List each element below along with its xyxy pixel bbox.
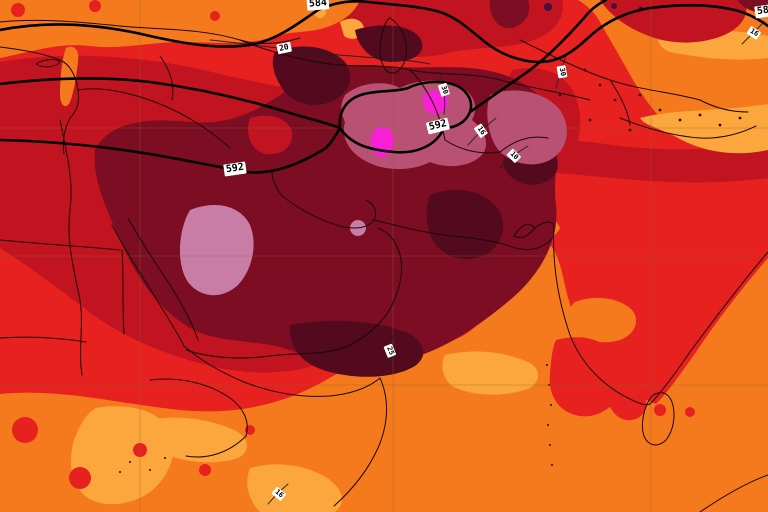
border-africa-1 xyxy=(0,239,121,251)
shading-dark-red-euphrates xyxy=(247,115,293,155)
border-cyprus xyxy=(35,59,61,68)
shading-red-blob xyxy=(12,417,38,443)
border-somalia-east xyxy=(333,377,388,507)
border-africa-3 xyxy=(0,336,87,343)
thin-contour-20 xyxy=(209,39,431,65)
shading-red-fleck xyxy=(11,3,25,17)
shading-red-blob xyxy=(199,464,211,476)
shading-dark-maroon-south-arabia xyxy=(289,320,424,377)
terrain-speck xyxy=(718,123,722,127)
shading-orange-top-strip xyxy=(0,0,360,58)
shading-red-blob xyxy=(69,467,91,489)
shading-pink-saudi xyxy=(179,205,254,296)
terrain-specks xyxy=(119,68,742,473)
shading-light-orange-band-2 xyxy=(640,104,768,154)
terrain-speck xyxy=(164,457,166,459)
shading-dark-maroon-anatolia-east xyxy=(272,46,351,105)
terrain-speck xyxy=(119,471,121,473)
shading-orange-jordan-valley xyxy=(60,46,79,107)
terrain-speck xyxy=(547,424,549,426)
shading-purple-speck xyxy=(611,3,617,9)
shading-maroon-top-blob xyxy=(489,0,530,29)
terrain-speck xyxy=(551,464,553,466)
height-contour-592-north xyxy=(0,77,342,130)
shading-dark-maroon-oman xyxy=(426,189,504,260)
border-ethiopia xyxy=(149,378,248,458)
height-contour-584 xyxy=(0,0,768,64)
terrain-speck xyxy=(558,93,562,97)
border-persian-gulf xyxy=(281,195,377,229)
border-somalia-north xyxy=(183,345,381,397)
border-caspian xyxy=(379,17,407,74)
terrain-speck xyxy=(548,384,550,386)
border-iraq-vertical xyxy=(159,55,174,101)
terrain-speck xyxy=(549,444,551,446)
shading-red-fleck xyxy=(210,11,220,21)
terrain-speck xyxy=(546,364,548,366)
terrain-speck xyxy=(613,98,617,102)
shading-red-blob xyxy=(685,407,695,417)
border-syria-iraq xyxy=(77,88,231,149)
border-bay-coast xyxy=(699,474,768,512)
shading-dark-maroon-top xyxy=(355,25,423,62)
terrain-speck xyxy=(678,118,682,122)
terrain-speck xyxy=(698,113,702,117)
shading-purple-speck xyxy=(544,3,552,11)
border-makran-coast xyxy=(373,219,553,251)
terrain-speck xyxy=(588,118,592,122)
terrain-speck xyxy=(738,116,742,120)
border-india-coast xyxy=(534,221,768,406)
border-sri-lanka xyxy=(641,392,675,446)
shading-yellow-somalia xyxy=(147,417,247,463)
border-kuwait xyxy=(271,171,283,197)
terrain-speck xyxy=(598,83,602,87)
terrain-speck xyxy=(149,469,151,471)
border-africa-2 xyxy=(121,249,125,335)
shading-red-south-india xyxy=(549,337,623,417)
height-contour-592-northeast xyxy=(468,0,608,114)
terrain-speck xyxy=(129,461,131,463)
terrain-speck xyxy=(628,128,632,132)
height-contour-592-loop xyxy=(338,80,473,154)
terrain-speck xyxy=(658,108,662,112)
border-tibet-east xyxy=(699,99,749,113)
border-kutch xyxy=(513,223,536,239)
shading-yellow-socotra xyxy=(442,351,539,395)
border-arabia-south-coast xyxy=(185,227,403,359)
border-nepal xyxy=(619,117,757,139)
shading-red-blob xyxy=(133,443,147,457)
terrain-speck xyxy=(638,93,642,97)
border-red-sea-west xyxy=(111,224,185,347)
terrain-speck xyxy=(550,404,552,406)
shading-orange-deccan-patch xyxy=(568,297,636,343)
border-nile xyxy=(59,119,83,376)
border-iran-east xyxy=(409,69,549,154)
shading-red-srilanka xyxy=(654,404,666,416)
shading-red-fleck xyxy=(89,0,101,12)
border-red-sea-east xyxy=(127,217,199,341)
shading-red-sudan xyxy=(0,340,72,365)
shading-mauve-east xyxy=(487,90,567,165)
shading-red-tip xyxy=(607,381,647,421)
